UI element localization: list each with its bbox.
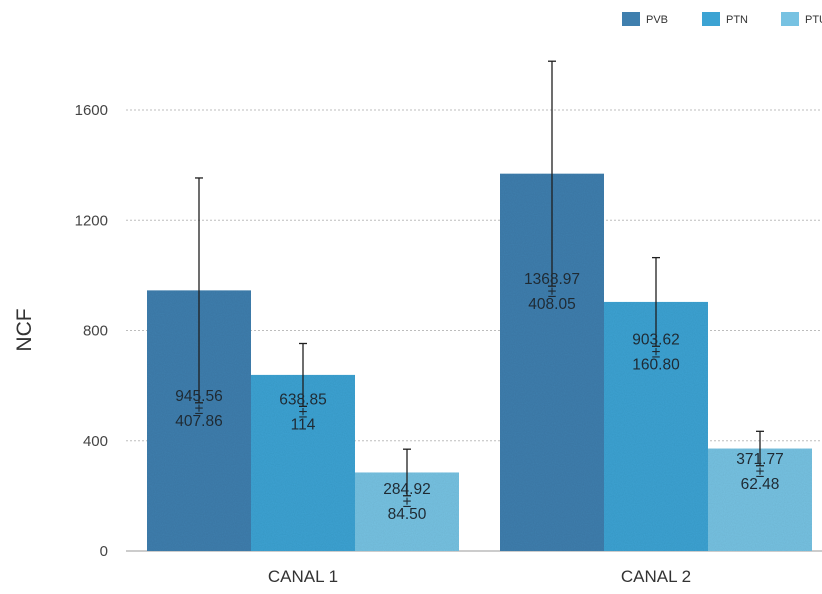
x-category-label: CANAL 2 (621, 567, 691, 586)
legend-swatch-ptn (702, 12, 720, 26)
y-axis-label: NCF (13, 308, 36, 351)
bar-error-label: 408.05 (528, 296, 575, 313)
bar-error-label: 62.48 (741, 476, 780, 493)
legend-swatch-pvb (622, 12, 640, 26)
bar-error-label: 160.80 (632, 356, 680, 373)
bar-value-label: 945.56 (175, 388, 222, 405)
x-category-label: CANAL 1 (268, 567, 338, 586)
bar-pm-symbol: ± (652, 344, 661, 361)
y-tick-label: 400 (83, 433, 108, 450)
bar-pm-symbol: ± (299, 404, 308, 421)
bar-value-label: 1368.97 (524, 271, 580, 288)
y-tick-label: 1600 (75, 102, 108, 119)
bar-value-label: 638.85 (279, 391, 326, 408)
legend-label-ptn: PTN (726, 14, 748, 26)
bar-value-label: 284.92 (383, 481, 430, 498)
y-tick-label: 800 (83, 323, 108, 340)
legend-label-pvb: PVB (646, 14, 668, 26)
bar-error-label: 84.50 (388, 506, 427, 523)
y-tick-label: 1200 (75, 212, 108, 229)
bar-pm-symbol: ± (548, 284, 557, 301)
bar-error-label: 114 (291, 416, 316, 433)
bar-value-label: 903.62 (632, 331, 679, 348)
legend-swatch-ptu (781, 12, 799, 26)
legend-label-ptu: PTU (805, 14, 822, 26)
bar-error-label: 407.86 (175, 413, 222, 430)
legend: PVB PTN PTU (622, 12, 822, 26)
bar-pm-symbol: ± (403, 494, 412, 511)
bar-value-label: 371.77 (736, 451, 783, 468)
bar-pm-symbol: ± (195, 401, 204, 418)
labels-layer: 945.56±407.86638.85±114284.92±84.50CANAL… (175, 271, 783, 586)
bars-layer (147, 60, 812, 551)
bar-pm-symbol: ± (756, 464, 765, 481)
y-tick-label: 0 (100, 543, 108, 560)
